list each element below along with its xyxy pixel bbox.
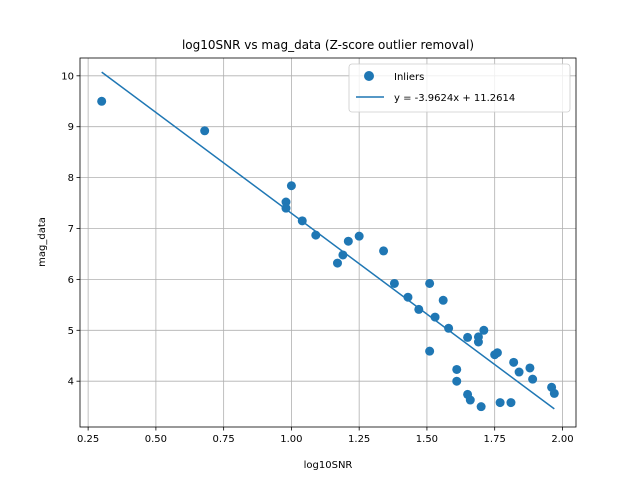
y-tick-label: 10 — [61, 71, 74, 82]
data-point — [338, 250, 348, 260]
y-tick-label: 6 — [68, 275, 74, 286]
y-tick-label: 5 — [68, 326, 74, 337]
data-point — [332, 258, 342, 268]
x-tick-label: 1.50 — [416, 434, 438, 445]
x-tick-label: 2.00 — [551, 434, 573, 445]
data-point — [452, 376, 462, 386]
axis-ticks: 0.25 0.50 0.75 1.00 1.25 1.50 1.75 2.00 4 5 6 7 8 9 10 — [61, 71, 573, 445]
data-point — [479, 325, 489, 335]
legend-box — [348, 63, 571, 113]
data-point — [473, 337, 483, 347]
y-tick-label: 7 — [68, 224, 74, 235]
data-point — [509, 357, 519, 367]
data-point — [281, 203, 291, 213]
legend-label-inliers: Inliers — [394, 72, 424, 83]
data-point — [492, 348, 502, 358]
data-point — [389, 278, 399, 288]
data-point — [414, 304, 424, 314]
data-point — [528, 374, 538, 384]
data-point — [379, 246, 389, 256]
plot-frame — [79, 57, 577, 428]
data-point — [452, 364, 462, 374]
data-point — [463, 332, 473, 342]
data-point — [514, 367, 524, 377]
data-point — [286, 181, 296, 191]
fit-line-layer — [101, 71, 555, 410]
data-point — [311, 230, 321, 240]
data-point — [403, 292, 413, 302]
y-tick-label: 4 — [68, 377, 74, 388]
x-tick-label: 0.75 — [213, 434, 235, 445]
x-tick-label: 1.75 — [484, 434, 506, 445]
data-point — [476, 402, 486, 412]
data-point — [200, 126, 210, 136]
legend-marker-inliers — [364, 71, 374, 81]
data-point — [549, 388, 559, 398]
data-point — [297, 216, 307, 226]
regression-line — [101, 71, 555, 410]
data-point — [525, 363, 535, 373]
data-point — [430, 312, 440, 322]
x-tick-label: 1.00 — [280, 434, 302, 445]
x-tick-label: 1.25 — [348, 434, 370, 445]
legend-label-fit-line: y = -3.9624x + 11.2614 — [394, 93, 515, 104]
y-tick-label: 9 — [68, 122, 74, 133]
data-point — [425, 346, 435, 356]
data-point — [444, 323, 454, 333]
data-point — [343, 236, 353, 246]
inlier-points — [97, 96, 559, 412]
grid — [80, 58, 576, 427]
y-axis-label: mag_data — [37, 217, 48, 267]
legend: Inliers y = -3.9624x + 11.2614 — [348, 63, 571, 113]
y-tick-label: 8 — [68, 173, 74, 184]
data-point — [506, 398, 516, 408]
data-point — [438, 295, 448, 305]
data-point — [97, 96, 107, 106]
x-axis-label: log10SNR — [304, 460, 353, 471]
chart-title: log10SNR vs mag_data (Z-score outlier re… — [182, 38, 474, 52]
data-point — [495, 398, 505, 408]
data-point — [425, 278, 435, 288]
data-point — [465, 395, 475, 405]
x-tick-label: 0.25 — [77, 434, 99, 445]
x-tick-label: 0.50 — [145, 434, 167, 445]
data-point — [354, 231, 364, 241]
